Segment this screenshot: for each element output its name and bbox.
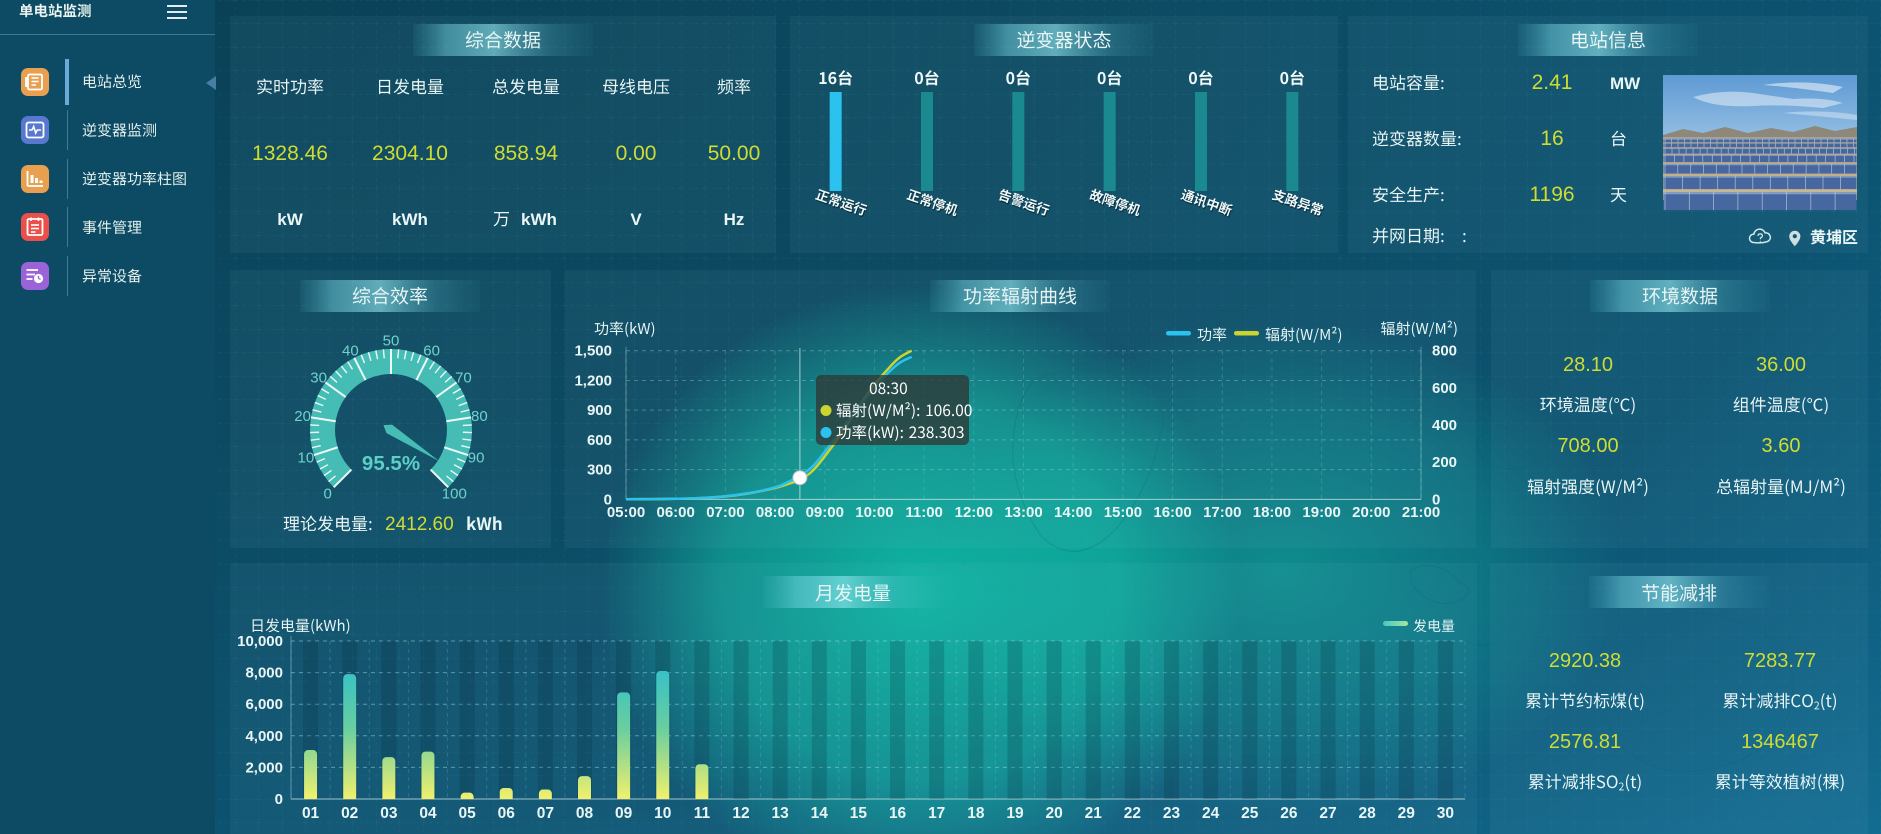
svg-text:25: 25 [1241, 805, 1259, 822]
svg-text:18: 18 [967, 805, 985, 822]
svg-text:28.10: 28.10 [1563, 354, 1613, 376]
svg-text:90: 90 [468, 450, 485, 467]
svg-text:28: 28 [1359, 805, 1377, 822]
svg-text:0: 0 [275, 791, 283, 808]
svg-text:15: 15 [850, 805, 868, 822]
svg-text:03: 03 [380, 805, 398, 822]
svg-text:09:00: 09:00 [806, 504, 844, 521]
svg-text:16: 16 [1540, 127, 1563, 150]
svg-text:V: V [630, 210, 642, 229]
svg-text:95.5%: 95.5% [362, 452, 420, 475]
svg-text:20: 20 [294, 408, 311, 425]
svg-text:02: 02 [341, 805, 358, 822]
svg-text:10: 10 [654, 805, 671, 822]
svg-text:1196: 1196 [1529, 183, 1574, 206]
svg-text:36.00: 36.00 [1756, 354, 1806, 376]
svg-text:01: 01 [302, 805, 320, 822]
svg-text:1328.46: 1328.46 [252, 142, 328, 165]
svg-text:1346467: 1346467 [1741, 731, 1819, 753]
svg-text:12: 12 [732, 805, 749, 822]
svg-text:06: 06 [498, 805, 516, 822]
svg-text:0: 0 [604, 491, 612, 508]
svg-text:21:00: 21:00 [1402, 504, 1440, 521]
svg-text:4,000: 4,000 [245, 728, 283, 745]
svg-text:50: 50 [383, 333, 400, 350]
svg-text:60: 60 [423, 342, 440, 359]
svg-text:21: 21 [1085, 805, 1103, 822]
svg-text:13: 13 [772, 805, 790, 822]
svg-text:800: 800 [1432, 343, 1457, 360]
svg-text:10:00: 10:00 [855, 504, 893, 521]
svg-text:30: 30 [310, 369, 327, 386]
svg-text:2412.60: 2412.60 [385, 514, 454, 535]
svg-text:19:00: 19:00 [1302, 504, 1340, 521]
svg-text:300: 300 [587, 462, 612, 479]
svg-text:8,000: 8,000 [245, 665, 283, 682]
svg-text:2,000: 2,000 [245, 759, 283, 776]
svg-text:2.41: 2.41 [1532, 71, 1573, 94]
svg-text:14: 14 [811, 805, 829, 822]
svg-text:0.00: 0.00 [616, 142, 657, 165]
svg-text:20: 20 [1045, 805, 1062, 822]
svg-text:16: 16 [889, 805, 907, 822]
svg-text:900: 900 [587, 402, 612, 419]
svg-text:100: 100 [442, 485, 467, 502]
svg-text:29: 29 [1398, 805, 1416, 822]
svg-text:200: 200 [1432, 454, 1457, 471]
svg-text:11: 11 [694, 805, 711, 822]
svg-text:40: 40 [342, 342, 359, 359]
svg-text:27: 27 [1319, 805, 1336, 822]
svg-text:10: 10 [298, 450, 315, 467]
svg-text:400: 400 [1432, 417, 1457, 434]
svg-text:30: 30 [1437, 805, 1454, 822]
svg-text:14:00: 14:00 [1054, 504, 1092, 521]
svg-text:07: 07 [537, 805, 554, 822]
svg-text:kWh: kWh [521, 210, 557, 229]
svg-text:17:00: 17:00 [1203, 504, 1241, 521]
svg-text:10,000: 10,000 [237, 633, 283, 650]
svg-text:3.60: 3.60 [1762, 435, 1801, 457]
svg-text:16:00: 16:00 [1153, 504, 1191, 521]
svg-text:08:00: 08:00 [756, 504, 794, 521]
svg-text:80: 80 [471, 408, 488, 425]
svg-text:11:00: 11:00 [905, 504, 943, 521]
svg-text:18:00: 18:00 [1253, 504, 1291, 521]
svg-text:0: 0 [1432, 491, 1440, 508]
svg-text:6,000: 6,000 [245, 696, 283, 713]
svg-text:600: 600 [1432, 380, 1457, 397]
svg-text:05: 05 [458, 805, 476, 822]
svg-text:23: 23 [1163, 805, 1181, 822]
svg-text:kW: kW [277, 210, 303, 229]
svg-text:07:00: 07:00 [706, 504, 744, 521]
svg-text:22: 22 [1124, 805, 1141, 822]
svg-text:24: 24 [1202, 805, 1220, 822]
svg-text:2304.10: 2304.10 [372, 142, 448, 165]
svg-text:17: 17 [928, 805, 945, 822]
svg-text:15:00: 15:00 [1104, 504, 1142, 521]
svg-text:50.00: 50.00 [708, 142, 761, 165]
svg-text:1,200: 1,200 [574, 372, 612, 389]
svg-text:26: 26 [1280, 805, 1298, 822]
svg-text:2576.81: 2576.81 [1549, 731, 1621, 753]
svg-text:kWh: kWh [392, 210, 428, 229]
svg-text:708.00: 708.00 [1557, 435, 1618, 457]
svg-text:MW: MW [1610, 74, 1641, 93]
svg-text:12:00: 12:00 [955, 504, 993, 521]
svg-text:858.94: 858.94 [494, 142, 559, 165]
svg-text:Hz: Hz [724, 210, 745, 229]
svg-text:70: 70 [455, 369, 472, 386]
svg-text:13:00: 13:00 [1004, 504, 1042, 521]
svg-text:19: 19 [1006, 805, 1024, 822]
svg-text:05:00: 05:00 [607, 504, 645, 521]
svg-text:09: 09 [615, 805, 633, 822]
svg-text:08: 08 [576, 805, 594, 822]
svg-text:1,500: 1,500 [574, 343, 612, 360]
svg-text:2920.38: 2920.38 [1549, 650, 1621, 672]
svg-text:20:00: 20:00 [1352, 504, 1390, 521]
svg-text:06:00: 06:00 [657, 504, 695, 521]
svg-text:04: 04 [419, 805, 437, 822]
svg-text:600: 600 [587, 432, 612, 449]
svg-text:0: 0 [324, 485, 332, 502]
svg-text:7283.77: 7283.77 [1744, 650, 1816, 672]
